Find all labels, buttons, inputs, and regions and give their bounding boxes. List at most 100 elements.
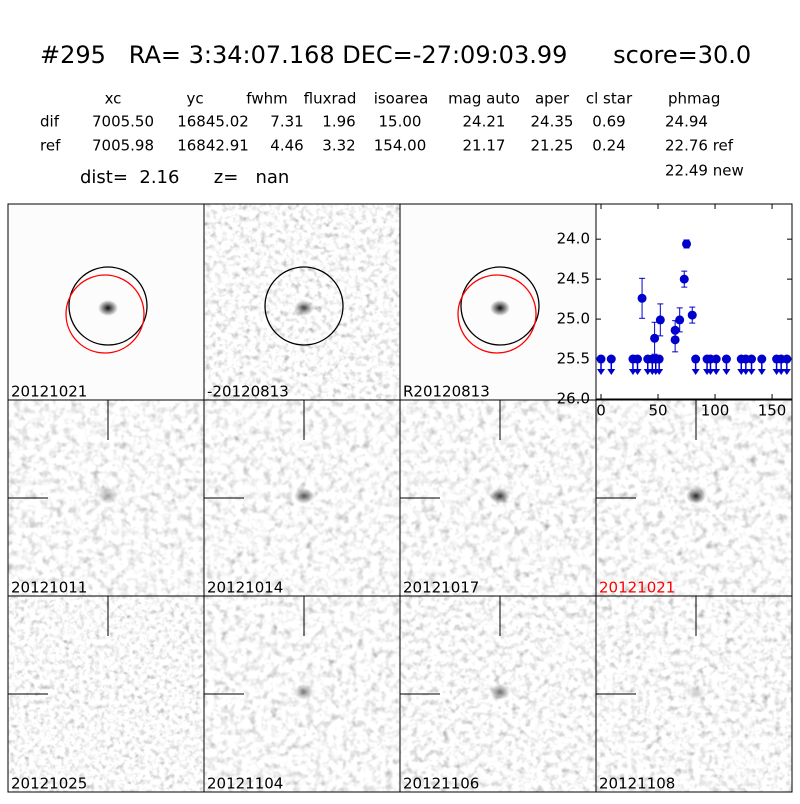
point xyxy=(633,354,643,364)
aperture xyxy=(68,266,148,346)
point xyxy=(596,354,606,364)
point xyxy=(757,354,767,364)
point xyxy=(655,315,665,325)
cell: 16842.91 xyxy=(177,137,249,155)
dist: dist= 2.16 z= nan xyxy=(80,167,289,188)
column-header: fluxrad xyxy=(304,90,357,108)
cell: 1.96 xyxy=(322,113,355,131)
row-label: ref xyxy=(40,137,61,155)
source xyxy=(294,300,314,316)
limit-arrow xyxy=(722,369,731,376)
aperture xyxy=(460,266,540,346)
y-tick-label: 24.5 xyxy=(557,270,590,288)
column-header: xc xyxy=(105,90,122,108)
cell: 0.24 xyxy=(592,137,625,155)
point xyxy=(747,354,757,364)
source xyxy=(490,684,510,700)
cell: 24.21 xyxy=(463,113,506,131)
point xyxy=(682,239,692,249)
limit-arrow xyxy=(633,369,642,376)
panel-label: 20121014 xyxy=(207,579,283,597)
panel-frame xyxy=(595,595,793,793)
source xyxy=(98,300,118,316)
extra: 22.49 new xyxy=(665,162,744,180)
column-header: phmag xyxy=(668,90,720,108)
source xyxy=(490,488,510,504)
point xyxy=(711,354,721,364)
limit-arrow xyxy=(782,369,791,376)
point xyxy=(606,354,616,364)
cell: 7005.50 xyxy=(92,113,154,131)
cell: 15.00 xyxy=(379,113,422,131)
limit-arrow xyxy=(757,369,766,376)
limit-arrow xyxy=(597,369,606,376)
source xyxy=(490,300,510,316)
point xyxy=(691,354,701,364)
panel-label: 20121106 xyxy=(403,775,479,793)
column-header: mag auto xyxy=(448,90,520,108)
plot-area xyxy=(595,203,793,400)
title: #295 RA= 3:34:07.168 DEC=-27:09:03.99 sc… xyxy=(40,41,751,69)
row-label: dif xyxy=(40,113,60,131)
panel-label: 20121104 xyxy=(207,775,283,793)
column-header: isoarea xyxy=(374,90,429,108)
source xyxy=(294,488,314,504)
point xyxy=(679,274,689,284)
cell: 154.00 xyxy=(374,137,427,155)
source xyxy=(98,488,118,504)
x-tick-label: 100 xyxy=(701,402,730,420)
panel-label: 20121017 xyxy=(403,579,479,597)
point xyxy=(654,354,664,364)
cell: 0.69 xyxy=(592,113,625,131)
cell: 7.31 xyxy=(270,113,303,131)
limit-arrow xyxy=(741,369,750,376)
point xyxy=(721,354,731,364)
aperture-red xyxy=(457,274,537,354)
limit-arrow xyxy=(607,369,616,376)
cell: 21.25 xyxy=(531,137,574,155)
cell: 3.32 xyxy=(322,137,355,155)
point xyxy=(650,333,660,343)
cell: 4.46 xyxy=(270,137,303,155)
limit-arrow xyxy=(712,369,721,376)
point xyxy=(687,310,697,320)
limit-arrow xyxy=(777,369,786,376)
aperture-red xyxy=(65,274,145,354)
column-header: fwhm xyxy=(246,90,287,108)
limit-arrow xyxy=(706,369,715,376)
y-tick-label: 25.0 xyxy=(557,310,590,328)
panel-label: 20121021 xyxy=(599,579,675,597)
limit-arrow xyxy=(655,369,664,376)
y-tick-label: 24.0 xyxy=(557,230,590,248)
y-tick-label: 26.0 xyxy=(557,390,590,408)
panel-label: 20121021 xyxy=(11,383,87,401)
limit-arrow xyxy=(747,369,756,376)
limit-arrow xyxy=(691,369,700,376)
cell: 24.94 xyxy=(665,113,708,131)
panel-label: 20121025 xyxy=(11,775,87,793)
point xyxy=(637,293,647,303)
column-header: aper xyxy=(535,90,570,108)
panel-label: -20120813 xyxy=(207,383,289,401)
column-header: yc xyxy=(186,90,203,108)
x-tick-label: 150 xyxy=(758,402,787,420)
y-tick-label: 25.5 xyxy=(557,350,590,368)
cell: 21.17 xyxy=(463,137,506,155)
cell: 24.35 xyxy=(531,113,574,131)
panel-label: R20120813 xyxy=(403,383,490,401)
point xyxy=(675,315,685,325)
cell: 22.76 ref xyxy=(665,137,734,155)
point xyxy=(670,335,680,345)
column-header: cl star xyxy=(586,90,633,108)
panel-label: 20121108 xyxy=(599,775,675,793)
cell: 7005.98 xyxy=(92,137,154,155)
point xyxy=(782,354,792,364)
source xyxy=(686,488,706,504)
panel-label: 20121011 xyxy=(11,579,87,597)
source xyxy=(686,684,706,700)
x-tick-label: 0 xyxy=(596,402,606,420)
source xyxy=(294,684,314,700)
cell: 16845.02 xyxy=(177,113,249,131)
